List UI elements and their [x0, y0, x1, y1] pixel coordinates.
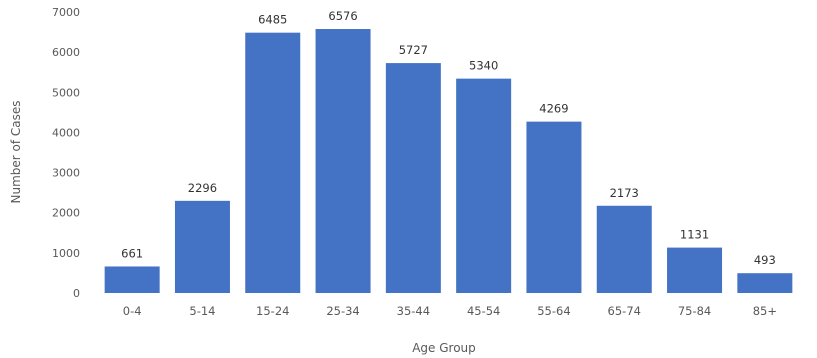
x-axis-labels: 0-4 5-14 15-24 25-34 35-44 45-54 55-64 65-74 75-… [123, 304, 777, 318]
bar [104, 266, 160, 293]
bar-value-label: 6576 [328, 9, 357, 23]
x-category-label: 35-44 [397, 304, 430, 318]
data-labels-group: 661 2296 6485 6576 5727 5340 4269 2173 1131 493 [121, 9, 776, 267]
x-category-label: 85+ [753, 304, 777, 318]
x-category-label: 25-34 [326, 304, 359, 318]
x-category-label: 55-64 [537, 304, 570, 318]
bar [245, 32, 301, 293]
x-category-label: 75-84 [678, 304, 711, 318]
y-tick-label: 4000 [52, 126, 80, 139]
bar [526, 121, 582, 293]
y-tick-label: 2000 [52, 207, 80, 220]
bar [667, 247, 723, 293]
y-tick-label: 3000 [52, 167, 80, 180]
y-tick-label: 1000 [52, 247, 80, 260]
y-tick-label: 6000 [52, 46, 80, 59]
bar-value-label: 4269 [539, 102, 568, 116]
bar [174, 200, 230, 293]
bar [737, 273, 793, 293]
x-category-label: 15-24 [256, 304, 289, 318]
bar [596, 205, 652, 293]
bar-value-label: 2296 [188, 181, 217, 195]
y-tick-label: 0 [73, 287, 80, 300]
y-axis-ticks: 0 1000 2000 3000 4000 5000 6000 7000 [52, 6, 80, 300]
bar [456, 78, 512, 293]
bar-value-label: 5340 [469, 59, 498, 73]
bar-value-label: 2173 [610, 186, 639, 200]
x-category-label: 0-4 [123, 304, 142, 318]
x-category-label: 45-54 [467, 304, 500, 318]
y-tick-label: 7000 [52, 6, 80, 19]
bars-group [104, 29, 793, 294]
x-category-label: 5-14 [189, 304, 215, 318]
bar [315, 29, 371, 294]
y-axis-title: Number of Cases [9, 100, 23, 203]
y-tick-label: 5000 [52, 86, 80, 99]
bar-value-label: 6485 [258, 13, 287, 27]
bar-value-label: 5727 [399, 43, 428, 57]
bar [385, 63, 441, 294]
x-axis-title: Age Group [412, 341, 476, 355]
bar-value-label: 1131 [680, 228, 709, 242]
bar-value-label: 661 [121, 246, 143, 260]
bar-value-label: 493 [754, 253, 776, 267]
x-category-label: 65-74 [608, 304, 641, 318]
